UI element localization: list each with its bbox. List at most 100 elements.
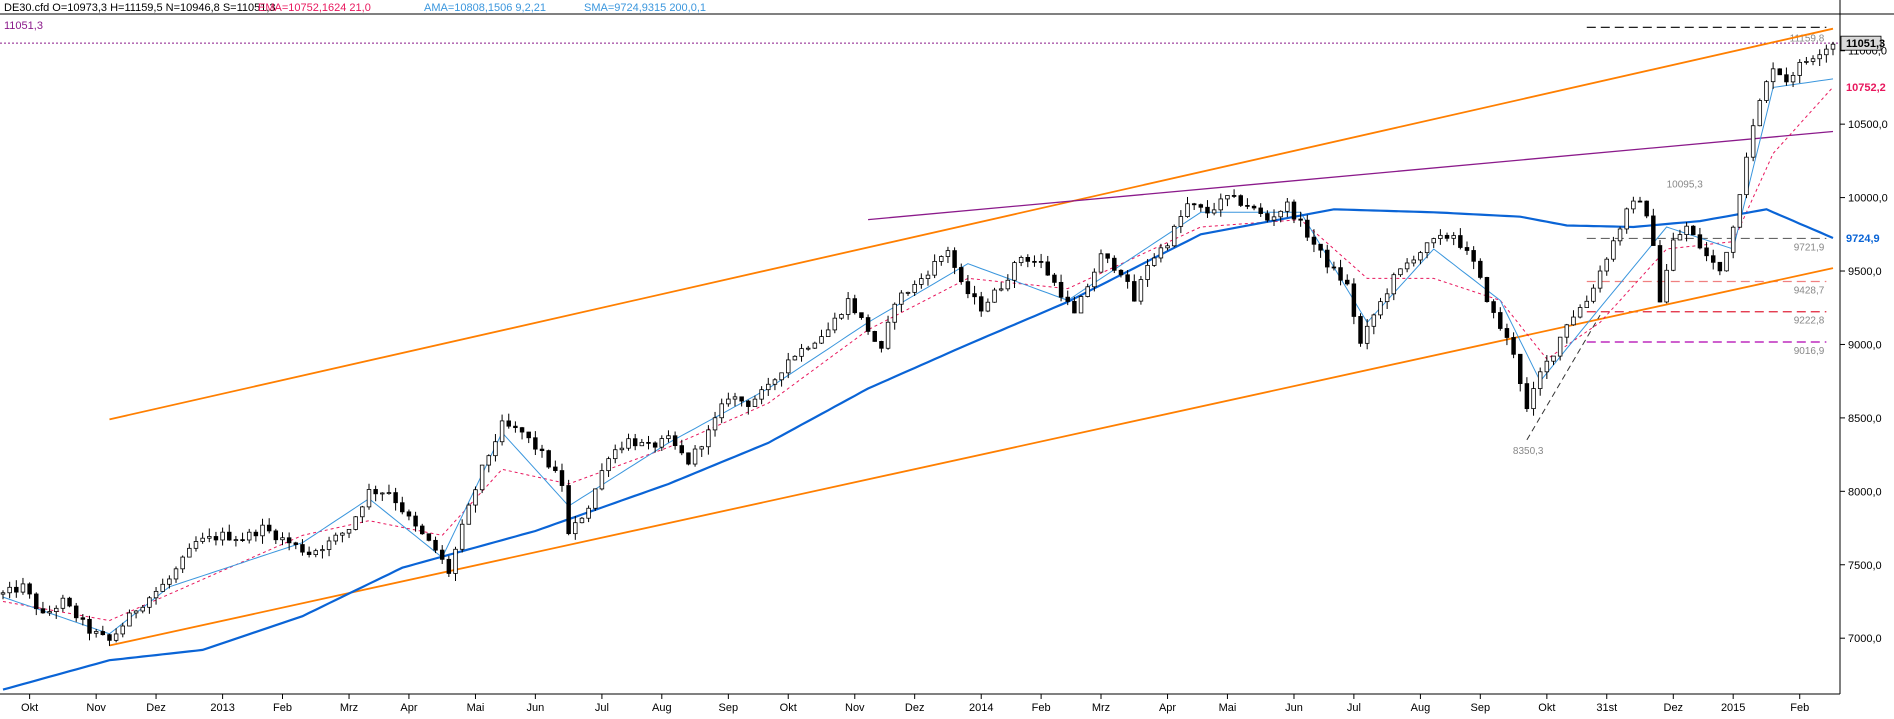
candle-body bbox=[739, 396, 744, 402]
candle-body bbox=[173, 568, 179, 580]
candle-body bbox=[1431, 238, 1436, 244]
y-tick-label: 7500,0 bbox=[1848, 560, 1882, 572]
x-tick-label: Jun bbox=[526, 702, 544, 714]
candle-body bbox=[346, 529, 352, 534]
candle-body bbox=[300, 544, 305, 553]
candle-body bbox=[180, 556, 185, 570]
candle-body bbox=[919, 278, 924, 285]
candle-body bbox=[280, 537, 285, 541]
candle-body bbox=[1617, 228, 1623, 242]
x-tick-label: Aug bbox=[1411, 702, 1431, 714]
level-label: 9016,9 bbox=[1794, 346, 1825, 357]
candle-body bbox=[872, 331, 877, 342]
candle-body bbox=[766, 383, 771, 391]
x-tick-label: Mrz bbox=[340, 702, 358, 714]
candle-body bbox=[579, 517, 585, 524]
candle-body bbox=[1557, 336, 1563, 357]
candle-body bbox=[1611, 240, 1616, 260]
price-tag-label: 10752,2 bbox=[1846, 82, 1886, 94]
candle-body bbox=[246, 531, 252, 541]
candle-body bbox=[1710, 255, 1716, 263]
candle-body bbox=[1338, 267, 1343, 281]
candle-body bbox=[1757, 100, 1763, 127]
candle-body bbox=[1065, 296, 1070, 302]
candle-body bbox=[1790, 74, 1796, 83]
candle-body bbox=[320, 549, 325, 552]
candle-body bbox=[845, 298, 851, 315]
header-ema: EMA=10752,1624 21,0 bbox=[258, 2, 371, 14]
candle-body bbox=[1351, 283, 1357, 317]
candle-body bbox=[519, 427, 525, 433]
candle-body bbox=[1750, 125, 1756, 158]
candle-body bbox=[792, 355, 798, 361]
series-ama bbox=[2, 78, 1834, 635]
candle-body bbox=[1677, 234, 1683, 241]
candle-body bbox=[1464, 247, 1470, 251]
candle-body bbox=[413, 515, 418, 527]
candle-body bbox=[1285, 201, 1290, 212]
candle-body bbox=[666, 435, 671, 439]
candle-body bbox=[1478, 260, 1483, 278]
candle-body bbox=[679, 445, 684, 454]
candle-body bbox=[879, 341, 884, 349]
candle-body bbox=[1770, 68, 1776, 83]
x-tick-label: Okt bbox=[1538, 702, 1555, 714]
candle-body bbox=[1344, 279, 1350, 285]
candle-body bbox=[998, 288, 1004, 291]
candle-body bbox=[799, 348, 804, 357]
candle-body bbox=[1138, 279, 1144, 302]
candle-body bbox=[27, 583, 32, 595]
x-tick-label: Jul bbox=[1347, 702, 1361, 714]
candle-body bbox=[313, 550, 318, 555]
candle-body bbox=[1664, 269, 1669, 303]
candle-body bbox=[1225, 195, 1230, 200]
candle-body bbox=[213, 536, 219, 541]
candle-body bbox=[593, 488, 598, 509]
candle-body bbox=[1511, 337, 1516, 355]
x-tick-label: Nov bbox=[845, 702, 865, 714]
y-tick-label: 8500,0 bbox=[1848, 413, 1882, 425]
candle-body bbox=[326, 540, 332, 550]
candle-body bbox=[533, 437, 538, 450]
candle-body bbox=[865, 317, 871, 332]
candle-body bbox=[473, 489, 478, 506]
candle-body bbox=[1737, 194, 1743, 228]
x-tick-label: Mai bbox=[467, 702, 485, 714]
level-label: 11159,8 bbox=[1790, 33, 1825, 44]
candle-body bbox=[1411, 259, 1416, 264]
candle-body bbox=[805, 347, 811, 350]
candle-body bbox=[566, 485, 571, 535]
candle-body bbox=[586, 507, 591, 519]
candle-body bbox=[1637, 200, 1643, 203]
candle-body bbox=[273, 530, 279, 541]
header-ama: AMA=10808,1506 9,2,21 bbox=[424, 2, 547, 14]
candle-body bbox=[1810, 58, 1816, 62]
candle-body bbox=[1364, 325, 1370, 344]
candle-body bbox=[1358, 316, 1363, 344]
x-tick-label: Okt bbox=[21, 702, 38, 714]
candle-body bbox=[1797, 61, 1802, 76]
candle-body bbox=[985, 301, 991, 312]
candle-body bbox=[167, 578, 172, 585]
candle-body bbox=[1171, 225, 1177, 247]
resistance-line bbox=[868, 130, 1834, 221]
candle-body bbox=[306, 551, 312, 555]
candle-body bbox=[686, 452, 691, 465]
candle-body bbox=[1491, 301, 1496, 313]
candle-body bbox=[1704, 247, 1709, 257]
candle-body bbox=[839, 314, 844, 319]
candle-body bbox=[1458, 235, 1463, 248]
x-tick-label: Jul bbox=[595, 702, 609, 714]
candle-body bbox=[932, 261, 937, 276]
candle-body bbox=[699, 446, 704, 450]
candle-body bbox=[1271, 216, 1277, 221]
candle-body bbox=[1018, 257, 1024, 264]
candle-body bbox=[127, 612, 132, 627]
candle-body bbox=[439, 549, 445, 560]
candle-body bbox=[553, 466, 558, 471]
candle-body bbox=[573, 522, 578, 535]
candle-body bbox=[513, 425, 518, 429]
candle-body bbox=[1697, 234, 1703, 249]
candle-body bbox=[632, 438, 638, 447]
